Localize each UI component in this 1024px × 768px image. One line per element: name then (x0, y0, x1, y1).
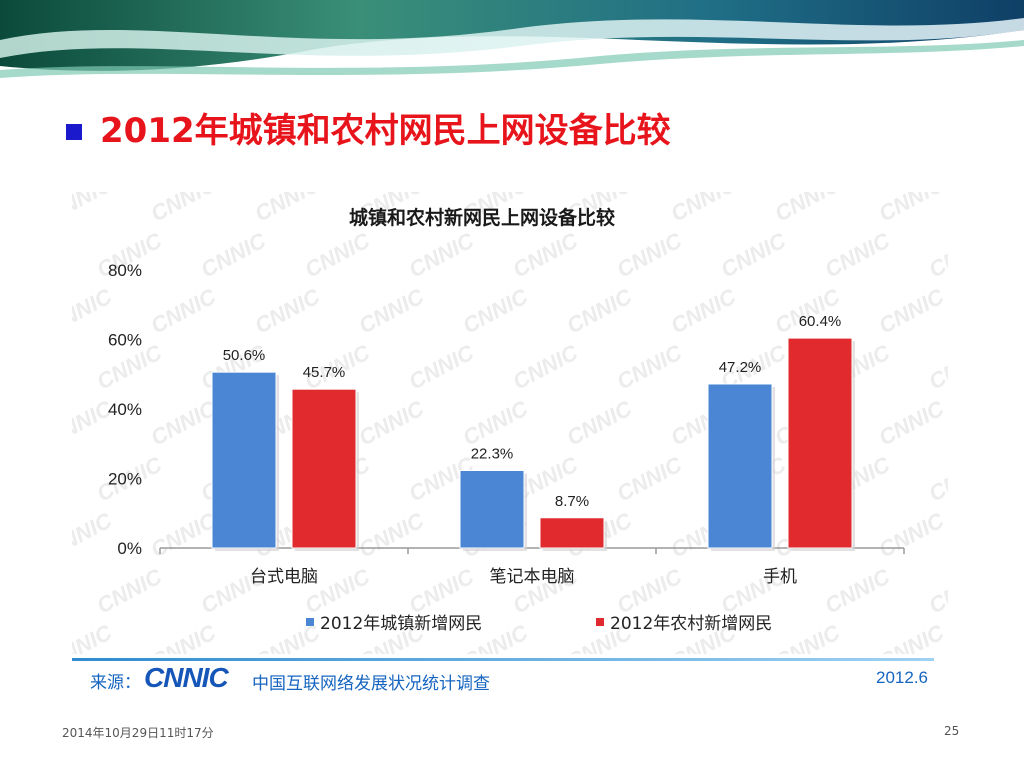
watermark-mark: CNNIC (405, 563, 479, 618)
source-label: 来源： (90, 673, 141, 693)
watermark-mark: CNNIC (147, 192, 221, 226)
legend-swatch (596, 618, 604, 626)
source-organization: 中国互联网络发展状况统计调查 (252, 674, 490, 694)
bar-value-label: 47.2% (719, 359, 762, 376)
watermark-mark: CNNIC (925, 339, 948, 394)
watermark-mark: CNNIC (563, 395, 637, 450)
watermark-mark: CNNIC (355, 395, 429, 450)
watermark-mark: CNNIC (251, 192, 325, 226)
watermark-mark: CNNIC (875, 619, 948, 654)
y-axis: 0% 20% 40% 60% 80% (108, 261, 142, 558)
bar (539, 517, 605, 549)
bar-value-label: 45.7% (303, 364, 346, 381)
source-bar: 来源： CNNIC 中国互联网络发展状况统计调查 2012.6 (72, 654, 948, 704)
watermark-mark: CNNIC (72, 192, 117, 226)
watermark-mark: CNNIC (667, 192, 741, 226)
watermark-mark: CNNIC (613, 227, 687, 282)
watermark-mark: CNNIC (251, 283, 325, 338)
cnnic-logo: CNNIC (144, 662, 229, 693)
legend-swatch (306, 618, 314, 626)
watermark-mark: CNNIC (875, 283, 948, 338)
y-tick-label: 80% (108, 261, 142, 280)
watermark-mark: CNNIC (771, 619, 845, 654)
watermark-mark: CNNIC (355, 283, 429, 338)
bar-value-label: 22.3% (471, 446, 514, 463)
watermark-mark: CNNIC (613, 339, 687, 394)
watermark-mark: CNNIC (72, 619, 117, 654)
bar-value-label: 50.6% (223, 347, 266, 364)
watermark-mark: CNNIC (355, 507, 429, 562)
watermark-mark: CNNIC (875, 507, 948, 562)
chart-legend: 2012年城镇新增网民 2012年农村新增网民 (306, 614, 772, 634)
watermark-mark: CNNIC (509, 227, 583, 282)
bar-value-label: 60.4% (799, 313, 842, 330)
watermark-mark: CNNIC (147, 507, 221, 562)
watermark-mark: CNNIC (563, 283, 637, 338)
watermark-mark: CNNIC (667, 283, 741, 338)
watermark-mark: CNNIC (925, 227, 948, 282)
watermark-mark: CNNIC (93, 563, 167, 618)
y-tick-label: 20% (108, 470, 142, 489)
bar-value-label: 8.7% (555, 493, 589, 510)
watermark-mark: CNNIC (613, 563, 687, 618)
source-date: 2012.6 (876, 668, 928, 687)
bar-series: 50.6% 22.3% 47.2% 45.7% 8.7% 60.4% (211, 313, 855, 551)
watermark-mark: CNNIC (147, 283, 221, 338)
bar (459, 470, 525, 549)
bar (211, 371, 277, 549)
chart-title: 城镇和农村新网民上网设备比较 (349, 206, 615, 229)
watermark-mark: CNNIC (197, 227, 271, 282)
watermark-mark: CNNIC (405, 227, 479, 282)
x-axis: 台式电脑 笔记本电脑 手机 (159, 547, 905, 587)
watermark-mark: CNNIC (717, 227, 791, 282)
watermark-mark: CNNIC (301, 227, 375, 282)
watermark-mark: CNNIC (147, 395, 221, 450)
bar (787, 337, 853, 549)
x-category-label: 笔记本电脑 (490, 567, 575, 587)
slide-title: 2012年城镇和农村网民上网设备比较 (100, 111, 671, 151)
watermark-mark: CNNIC (147, 619, 221, 654)
watermark-mark: CNNIC (459, 283, 533, 338)
chart-panel: CNNIC CNNIC CNNIC CNNIC CNNIC CNNIC CNNIC CNNIC… (72, 192, 948, 654)
header-banner (0, 0, 1024, 80)
y-tick-label: 40% (108, 400, 142, 419)
y-tick-label: 0% (117, 539, 142, 558)
source-divider (72, 658, 934, 661)
watermark-mark: CNNIC (875, 395, 948, 450)
legend-label: 2012年农村新增网民 (610, 614, 772, 634)
footer-date: 2014年10月29日11时17分 (62, 726, 214, 740)
watermark-mark: CNNIC (509, 339, 583, 394)
watermark-mark: CNNIC (405, 339, 479, 394)
title-bullet (66, 124, 82, 140)
bar-chart: CNNIC CNNIC CNNIC CNNIC CNNIC CNNIC CNNIC CNNIC… (72, 192, 948, 654)
bar (291, 388, 357, 549)
watermark-mark: CNNIC (925, 563, 948, 618)
watermark-mark: CNNIC (72, 507, 117, 562)
x-category-label: 手机 (763, 567, 797, 587)
watermark-mark: CNNIC (771, 192, 845, 226)
legend-label: 2012年城镇新增网民 (320, 614, 482, 634)
y-tick-label: 60% (108, 331, 142, 350)
x-category-label: 台式电脑 (250, 567, 318, 587)
watermark-mark: CNNIC (459, 395, 533, 450)
bar (707, 383, 773, 549)
watermark-mark: CNNIC (613, 451, 687, 506)
watermark-mark: CNNIC (925, 451, 948, 506)
watermark-mark: CNNIC (821, 563, 895, 618)
watermark-mark: CNNIC (821, 227, 895, 282)
page-number: 25 (944, 724, 960, 738)
watermark-mark: CNNIC (875, 192, 948, 226)
